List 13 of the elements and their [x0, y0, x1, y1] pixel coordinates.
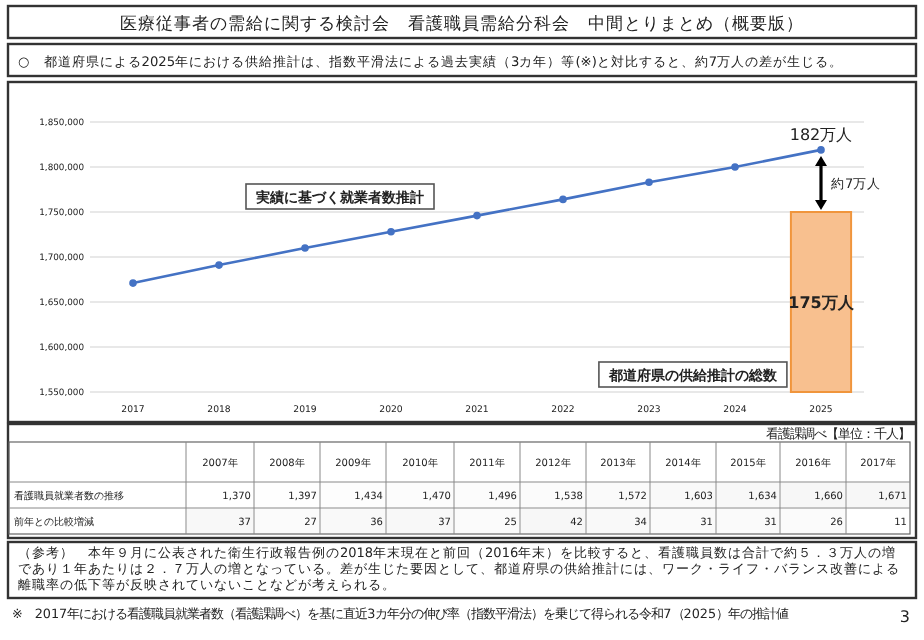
point [731, 163, 739, 171]
point [387, 228, 395, 236]
point [215, 261, 223, 269]
point [473, 211, 481, 220]
text: 3 [899, 608, 910, 626]
point [301, 244, 309, 252]
annotation: 182万人 [789, 125, 853, 144]
chart-title: 医療従事者の需給に関する検討会 看護職員需給分科会 中間とりまとめ（概要版） [120, 13, 804, 35]
point [817, 146, 825, 154]
point [645, 178, 653, 187]
point [129, 279, 137, 287]
point [559, 195, 567, 204]
annotation: 175万人 [788, 294, 854, 312]
